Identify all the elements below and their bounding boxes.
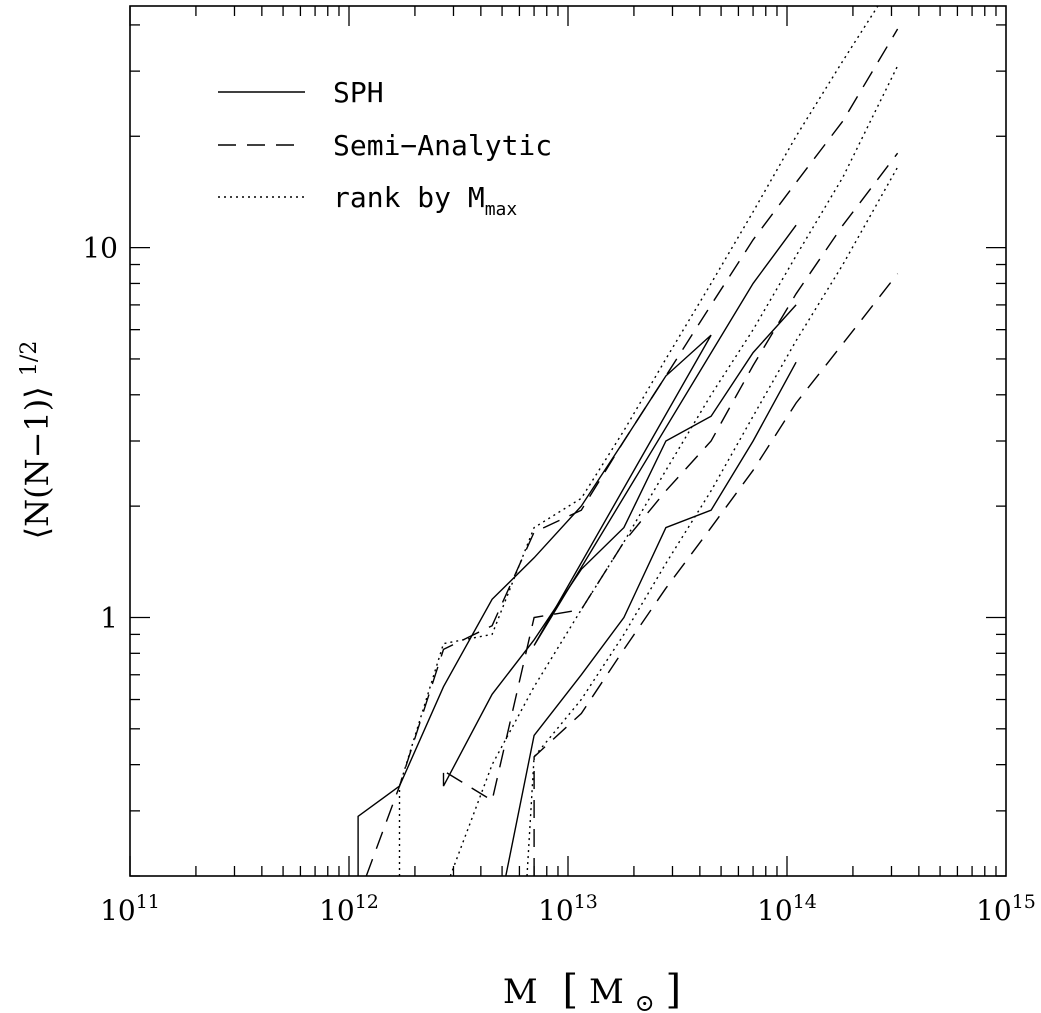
- axis-ticks: [129, 6, 1006, 877]
- legend-label-dotted: rank by Mmax: [333, 181, 517, 220]
- legend-label-sub: max: [485, 199, 518, 220]
- x-axis-label-open: [: [563, 967, 579, 1013]
- x-axis-label-main: M: [503, 972, 538, 1012]
- x-tick-label: 1011: [100, 891, 160, 927]
- legend: SPH Semi−Analytic rank by Mmax: [218, 76, 552, 220]
- y-axis-label-main: ⟨N(N−1)⟩: [18, 386, 56, 539]
- series-line-1-solid: [357, 224, 797, 876]
- y-axis-label: ⟨N(N−1)⟩ 1/2: [17, 341, 56, 540]
- legend-label-solid: SPH: [333, 76, 384, 109]
- series-line-6-dashed: [533, 273, 899, 876]
- x-tick-label-base: 10: [319, 894, 355, 927]
- x-tick-label: 1015: [976, 891, 1036, 927]
- series-lines: [357, 6, 899, 876]
- x-axis-label-sub: ⊙: [635, 989, 655, 1013]
- x-tick-label: 1013: [538, 891, 598, 927]
- series-line-5-dashed: [446, 152, 899, 802]
- series-line-4-dashed: [365, 28, 899, 876]
- x-tick-label: 1014: [757, 891, 817, 927]
- x-tick-label-base: 10: [757, 894, 793, 927]
- x-tick-label-exp: 14: [793, 891, 817, 913]
- y-axis-label-sup: 1/2: [17, 341, 42, 376]
- x-axis-label: M [ M ⊙ ]: [503, 967, 681, 1013]
- x-tick-label-exp: 13: [574, 891, 598, 913]
- legend-label-text: SPH: [333, 76, 384, 109]
- y-tick-label: 10: [82, 232, 118, 265]
- x-tick-label-exp: 15: [1012, 891, 1036, 913]
- x-tick-label: 1012: [319, 891, 379, 927]
- legend-label-text: rank by M: [333, 181, 485, 214]
- series-line-3-solid: [505, 361, 797, 876]
- x-axis-label-close: ]: [666, 967, 682, 1013]
- x-tick-label-base: 10: [538, 894, 574, 927]
- series-line-8-dotted: [449, 65, 899, 876]
- x-tick-label-exp: 12: [355, 891, 379, 913]
- x-axis-label-unit: M: [589, 972, 624, 1012]
- series-line-2-solid: [442, 304, 797, 787]
- legend-label-dashed: Semi−Analytic: [333, 129, 552, 162]
- x-tick-label-base: 10: [976, 894, 1012, 927]
- y-tick-label: 1: [100, 601, 118, 634]
- x-tick-label-base: 10: [100, 894, 136, 927]
- plot-frame: [129, 5, 1007, 877]
- legend-label-text: Semi−Analytic: [333, 129, 552, 162]
- series-line-9-dotted: [526, 166, 899, 876]
- x-tick-label-exp: 11: [136, 891, 160, 913]
